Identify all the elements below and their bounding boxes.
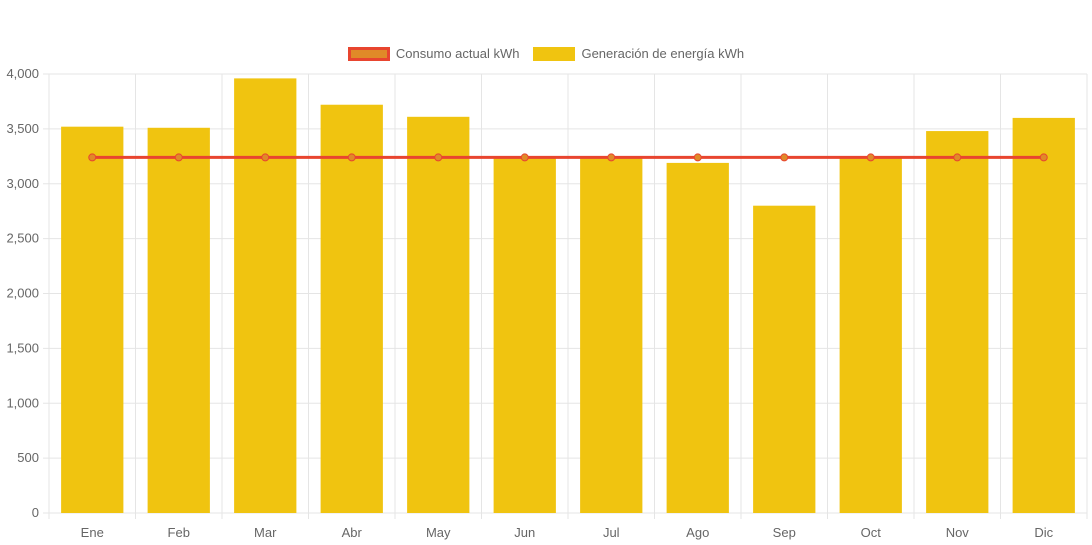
consumo-point-oct (866, 153, 875, 162)
legend-swatch-consumo (347, 46, 390, 61)
consumo-point-feb (174, 153, 183, 162)
bar-jul (580, 157, 643, 513)
chart-legend: Consumo actual kWh Generación de energía… (0, 46, 1092, 61)
legend-label-consumo: Consumo actual kWh (395, 46, 520, 61)
y-tick-label: 2,000 (6, 286, 39, 301)
legend-item-consumo[interactable]: Consumo actual kWh (347, 46, 520, 61)
y-tick-label: 1,500 (6, 340, 39, 355)
x-tick-label: May (426, 525, 451, 540)
bar-jun (493, 157, 556, 513)
bar-ene (61, 126, 124, 514)
y-tick-label: 4,000 (6, 66, 39, 81)
grid-lines (43, 73, 1088, 519)
consumo-point-abr (347, 153, 356, 162)
bar-nov (926, 131, 989, 513)
x-tick-label: Ene (81, 525, 104, 540)
bar-may (407, 116, 470, 514)
y-tick-label: 0 (32, 505, 39, 520)
x-tick-label: Dic (1034, 525, 1053, 540)
x-tick-label: Sep (773, 525, 796, 540)
consumo-point-nov (953, 153, 962, 162)
y-tick-label: 500 (17, 450, 39, 465)
consumo-point-jul (607, 153, 616, 162)
consumo-point-ene (88, 153, 97, 162)
bar-abr (320, 104, 383, 513)
consumo-point-sep (780, 153, 789, 162)
x-tick-label: Jun (514, 525, 535, 540)
legend-label-generacion: Generación de energía kWh (581, 46, 745, 61)
y-tick-label: 3,500 (6, 121, 39, 136)
x-tick-label: Jul (603, 525, 620, 540)
x-tick-label: Feb (168, 525, 190, 540)
y-tick-label: 2,500 (6, 231, 39, 246)
consumo-point-mar (261, 153, 270, 162)
y-tick-label: 3,000 (6, 176, 39, 191)
x-tick-label: Ago (686, 525, 709, 540)
bar-sep (753, 205, 816, 513)
y-tick-label: 1,000 (6, 395, 39, 410)
bar-ago (666, 162, 729, 513)
bar-mar (234, 78, 297, 513)
bar-oct (839, 157, 902, 513)
x-tick-label: Mar (254, 525, 277, 540)
consumo-point-ago (693, 153, 702, 162)
bar-feb (147, 127, 210, 513)
consumo-point-may (434, 153, 443, 162)
consumo-point-jun (520, 153, 529, 162)
x-tick-label: Nov (946, 525, 970, 540)
x-tick-label: Abr (342, 525, 363, 540)
bar-dic (1012, 117, 1075, 514)
x-tick-label: Oct (861, 525, 882, 540)
legend-swatch-generacion (533, 46, 576, 61)
consumo-point-dic (1039, 153, 1048, 162)
legend-item-generacion[interactable]: Generación de energía kWh (533, 46, 744, 61)
